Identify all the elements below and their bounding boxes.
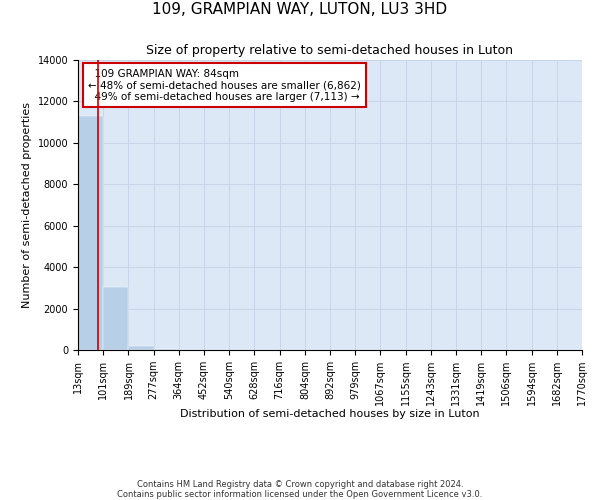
Bar [128,346,154,350]
Bar [154,349,179,350]
Text: 109, GRAMPIAN WAY, LUTON, LU3 3HD: 109, GRAMPIAN WAY, LUTON, LU3 3HD [152,2,448,18]
Y-axis label: Number of semi-detached properties: Number of semi-detached properties [22,102,32,308]
Title: Size of property relative to semi-detached houses in Luton: Size of property relative to semi-detach… [146,44,514,58]
Bar [78,116,103,350]
X-axis label: Distribution of semi-detached houses by size in Luton: Distribution of semi-detached houses by … [180,410,480,420]
Bar [103,287,128,350]
Text: Contains HM Land Registry data © Crown copyright and database right 2024.
Contai: Contains HM Land Registry data © Crown c… [118,480,482,499]
Text: 109 GRAMPIAN WAY: 84sqm
← 48% of semi-detached houses are smaller (6,862)
  49% : 109 GRAMPIAN WAY: 84sqm ← 48% of semi-de… [88,68,361,102]
